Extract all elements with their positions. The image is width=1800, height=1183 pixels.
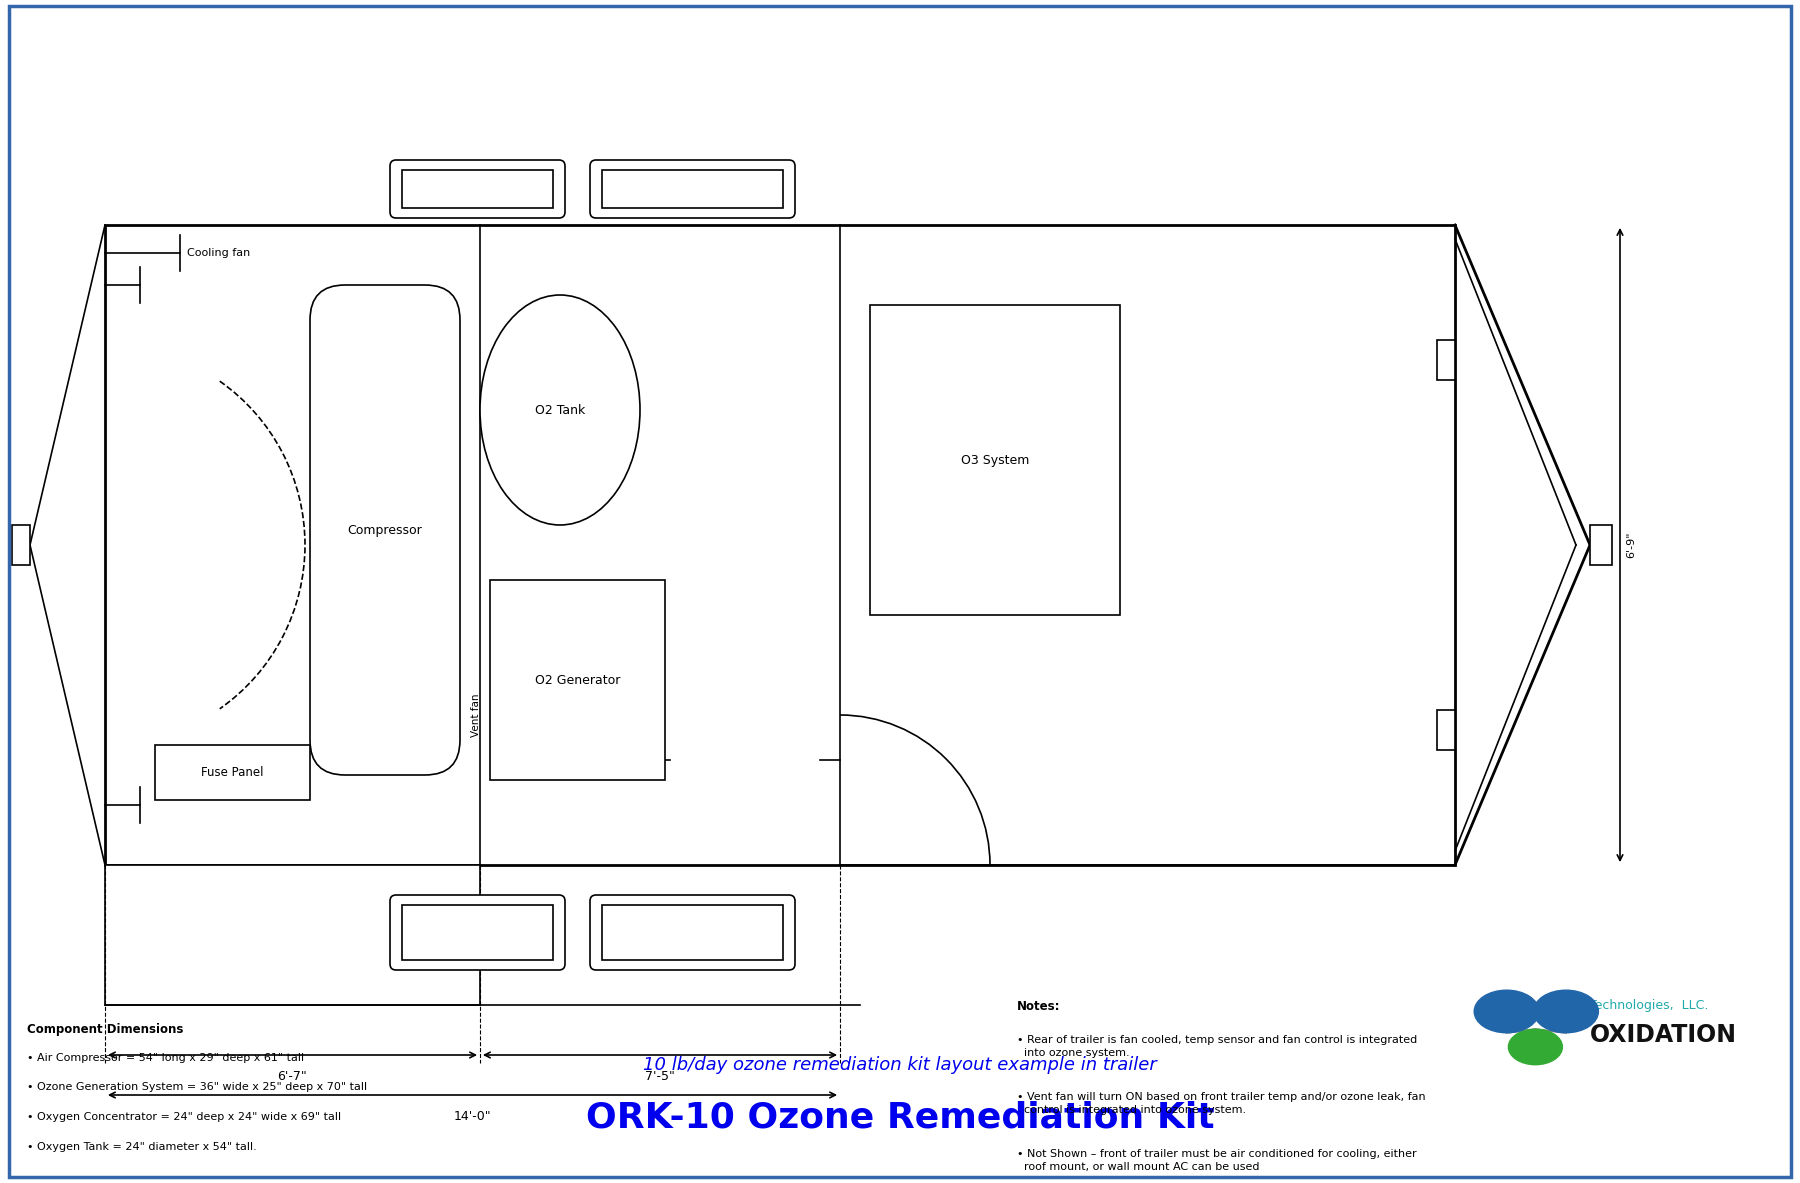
Text: • Oxygen Concentrator = 24" deep x 24" wide x 69" tall: • Oxygen Concentrator = 24" deep x 24" w…: [27, 1112, 342, 1121]
Text: 14'-0": 14'-0": [454, 1110, 491, 1123]
Text: • Ozone Generation System = 36" wide x 25" deep x 70" tall: • Ozone Generation System = 36" wide x 2…: [27, 1082, 367, 1092]
Text: Technologies,  LLC.: Technologies, LLC.: [1589, 1000, 1708, 1011]
Bar: [490, 580, 664, 780]
Text: O3 System: O3 System: [961, 453, 1030, 466]
Text: 6'-9": 6'-9": [1625, 531, 1636, 558]
Text: Cooling fan: Cooling fan: [187, 248, 250, 258]
Text: O2 Tank: O2 Tank: [535, 403, 585, 416]
Ellipse shape: [481, 295, 641, 525]
Bar: [13, 525, 31, 565]
Text: O2 Generator: O2 Generator: [535, 673, 621, 686]
Text: • Vent fan will turn ON based on front trailer temp and/or ozone leak, fan
  con: • Vent fan will turn ON based on front t…: [1017, 1092, 1426, 1116]
Bar: [601, 905, 783, 959]
FancyBboxPatch shape: [310, 285, 461, 775]
Text: • Not Shown – front of trailer must be air conditioned for cooling, either
  roo: • Not Shown – front of trailer must be a…: [1017, 1149, 1417, 1172]
Text: Fuse Panel: Fuse Panel: [202, 767, 265, 778]
Bar: [1589, 525, 1613, 565]
Text: • Oxygen Tank = 24" diameter x 54" tall.: • Oxygen Tank = 24" diameter x 54" tall.: [27, 1142, 257, 1151]
Bar: [401, 905, 553, 959]
Text: OXIDATION: OXIDATION: [1589, 1023, 1737, 1047]
Bar: [401, 170, 553, 208]
Bar: [1436, 710, 1454, 750]
FancyBboxPatch shape: [391, 160, 565, 218]
Text: Compressor: Compressor: [347, 524, 423, 537]
Bar: [104, 225, 1454, 865]
Bar: [1436, 340, 1454, 380]
FancyBboxPatch shape: [590, 896, 796, 970]
FancyBboxPatch shape: [590, 160, 796, 218]
Bar: [869, 305, 1120, 615]
Text: 10 lb/day ozone remediation kit layout example in trailer: 10 lb/day ozone remediation kit layout e…: [643, 1055, 1157, 1074]
FancyBboxPatch shape: [391, 896, 565, 970]
Text: • Air Compressor = 54" long x 29" deep x 61" tall: • Air Compressor = 54" long x 29" deep x…: [27, 1053, 304, 1062]
Text: • Rear of trailer is fan cooled, temp sensor and fan control is integrated
  int: • Rear of trailer is fan cooled, temp se…: [1017, 1035, 1417, 1059]
Bar: [601, 170, 783, 208]
Text: Component Dimensions: Component Dimensions: [27, 1023, 184, 1036]
Text: Vent fan: Vent fan: [472, 693, 481, 737]
Text: 7'-5": 7'-5": [644, 1069, 675, 1082]
Bar: [155, 745, 310, 800]
Text: 6'-7": 6'-7": [277, 1069, 308, 1082]
Text: Notes:: Notes:: [1017, 1000, 1060, 1013]
Text: ORK-10 Ozone Remediation Kit: ORK-10 Ozone Remediation Kit: [585, 1101, 1215, 1134]
Bar: [104, 865, 481, 1006]
